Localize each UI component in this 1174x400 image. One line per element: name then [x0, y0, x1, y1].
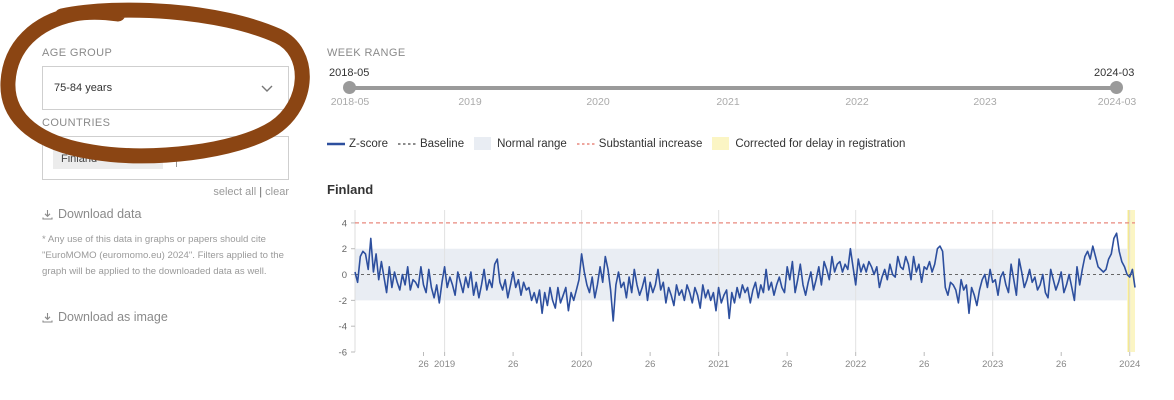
legend-normal-range[interactable]: Normal range — [474, 137, 567, 150]
download-icon — [42, 312, 53, 323]
x-tick-label: 2021 — [708, 359, 729, 370]
download-image-label: Download as image — [58, 310, 168, 324]
select-all-link[interactable]: select all — [213, 186, 257, 198]
chevron-down-icon — [261, 85, 273, 92]
x-tick-label: 2023 — [982, 359, 1003, 370]
zscore-line-icon — [327, 142, 345, 145]
range-start-value: 2018-05 — [329, 67, 370, 79]
zscore-series-line — [354, 232, 1136, 322]
y-tick-label: -2 — [339, 296, 347, 307]
x-tick-label: 26 — [645, 359, 656, 370]
y-tick-label: -6 — [339, 348, 347, 359]
country-chip-finland[interactable]: Finland — [53, 149, 163, 169]
corrected-delay-band — [1127, 210, 1135, 352]
age-group-value: 75-84 years — [54, 82, 113, 94]
link-separator: | — [259, 186, 263, 198]
legend-baseline[interactable]: Baseline — [397, 137, 465, 150]
x-tick-label: 26 — [919, 359, 930, 370]
y-tick-label: -4 — [339, 322, 347, 333]
countries-input[interactable]: Finland — [42, 136, 289, 180]
normal-range-swatch — [474, 137, 492, 150]
y-tick-label: 4 — [342, 218, 347, 229]
y-tick-label: 0 — [342, 270, 347, 281]
clear-link[interactable]: clear — [265, 186, 289, 198]
y-tick-label: 2 — [342, 244, 347, 255]
legend-zscore[interactable]: Z-score — [327, 138, 388, 150]
x-tick-label: 2020 — [571, 359, 592, 370]
x-tick-label: 26 — [418, 359, 429, 370]
legend-substantial-increase-label: Substantial increase — [598, 137, 703, 150]
download-image-link[interactable]: Download as image — [42, 310, 168, 324]
range-tick: 2021 — [716, 96, 740, 108]
download-icon — [42, 209, 53, 220]
week-range-track[interactable] — [349, 86, 1117, 90]
range-tick: 2023 — [973, 96, 997, 108]
legend-substantial-increase[interactable]: Substantial increase — [576, 137, 703, 150]
range-tick: 2018-05 — [330, 96, 370, 108]
x-tick-label: 26 — [782, 359, 793, 370]
range-end-value: 2024-03 — [1094, 67, 1135, 79]
substantial-dash-icon — [576, 142, 595, 145]
x-tick-label: 2019 — [434, 359, 455, 370]
range-tick: 2022 — [845, 96, 869, 108]
x-tick-label: 26 — [508, 359, 519, 370]
text-caret — [176, 149, 177, 167]
citation-note: * Any use of this data in graphs or pape… — [42, 234, 284, 277]
legend-zscore-label: Z-score — [349, 137, 388, 150]
zscore-chart: -6 -4 -2 0 2 4 26 2019 26 2020 26 2021 26 2022 26 2023 2… — [339, 210, 1140, 370]
range-tick: 2024-03 — [1097, 96, 1137, 108]
legend-corrected[interactable]: Corrected for delay in registration — [712, 137, 905, 150]
legend-corrected-label: Corrected for delay in registration — [735, 137, 906, 150]
x-tick-label: 2024 — [1119, 359, 1140, 370]
selection-links: select all | clear — [213, 186, 289, 198]
x-tick-label: 26 — [1056, 359, 1067, 370]
range-tick: 2020 — [586, 96, 610, 108]
download-data-link[interactable]: Download data — [42, 207, 141, 221]
range-start-handle[interactable] — [343, 81, 356, 94]
age-group-label: AGE GROUP — [42, 47, 113, 59]
age-group-select[interactable]: 75-84 years — [42, 66, 289, 110]
week-range-label: WEEK RANGE — [327, 47, 406, 59]
range-end-handle[interactable] — [1110, 81, 1123, 94]
x-tick-label: 2022 — [845, 359, 866, 370]
range-tick: 2019 — [458, 96, 482, 108]
legend-baseline-label: Baseline — [419, 137, 465, 150]
download-data-label: Download data — [58, 207, 142, 221]
chart-title: Finland — [327, 182, 374, 197]
countries-label: COUNTRIES — [42, 117, 111, 129]
chart-legend: Z-score Baseline Normal range Substantia… — [327, 137, 915, 150]
baseline-dash-icon — [397, 142, 416, 145]
legend-normal-range-label: Normal range — [497, 137, 567, 150]
corrected-swatch — [712, 137, 730, 150]
